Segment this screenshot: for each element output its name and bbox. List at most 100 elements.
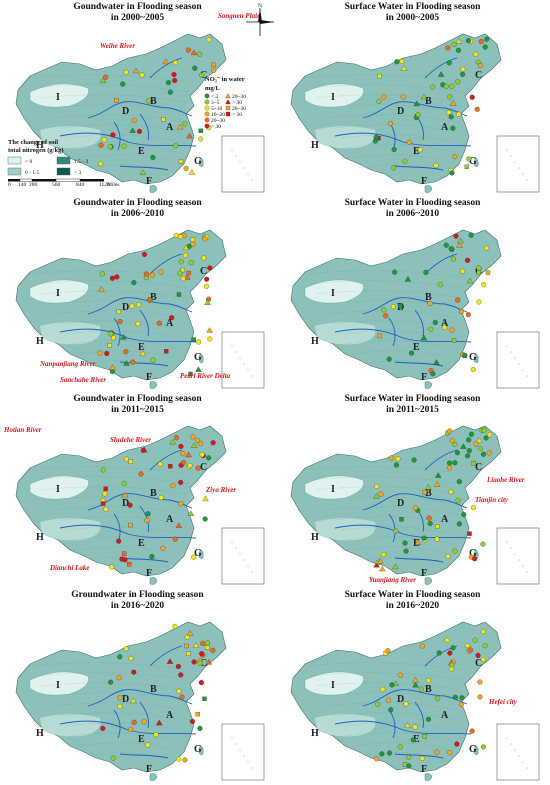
region-label: I (56, 92, 60, 103)
sample-site (403, 701, 409, 707)
sample-site (469, 728, 475, 734)
hainan-island (149, 773, 158, 781)
sample-site (205, 645, 210, 650)
sample-site (172, 623, 178, 629)
sample-site (449, 662, 455, 668)
sample-site (120, 81, 126, 87)
sample-site (206, 37, 212, 43)
sample-site (436, 650, 442, 656)
sample-site (447, 94, 453, 100)
sample-site (158, 269, 164, 275)
sample-site (190, 237, 195, 242)
sample-site (187, 462, 193, 469)
sample-site (130, 359, 136, 365)
sample-site (131, 719, 137, 725)
sample-site (379, 565, 386, 572)
sample-site (116, 309, 121, 314)
sample-site (109, 275, 115, 281)
sample-site (171, 72, 177, 78)
sample-site (466, 156, 472, 162)
sample-site (123, 456, 129, 462)
region-label: I (331, 288, 335, 299)
sample-site (139, 169, 147, 175)
inset-island (239, 161, 241, 163)
region-label: C (475, 70, 482, 81)
sample-site (456, 111, 462, 117)
sample-site (466, 277, 474, 284)
sample-site (108, 331, 114, 337)
inset-island (231, 149, 233, 151)
province-boundary (35, 476, 189, 485)
sample-site (412, 681, 419, 688)
scale-tick: 140 (18, 182, 27, 188)
plateau-zone (315, 322, 376, 345)
sample-site (130, 697, 137, 704)
sample-site (381, 94, 387, 100)
panel-title-line1: Goundwater in Flooding season (73, 394, 202, 404)
sample-site (172, 60, 178, 66)
province-boundary (29, 662, 191, 671)
sample-site (168, 464, 173, 469)
province-boundary (340, 526, 454, 535)
inset-island (235, 743, 237, 745)
panel-gw-2016-2020: Groundwater in Flooding season in 2016~2… (0, 588, 275, 784)
panel-title-line1: Goundwater in Flooding season (73, 198, 202, 208)
sample-site (99, 77, 107, 83)
sample-site (420, 93, 428, 100)
sample-site (399, 58, 405, 64)
sample-site (210, 647, 216, 653)
sample-site (480, 451, 487, 457)
sample-site (472, 556, 478, 562)
sample-site (204, 640, 211, 646)
sample-site (420, 334, 428, 341)
region-label: C (200, 462, 207, 473)
inset-frame (496, 135, 540, 193)
basin-low-tn (304, 279, 364, 304)
sample-site (466, 437, 472, 443)
sample-site (145, 98, 151, 104)
region-label: E (413, 342, 420, 353)
sample-site (175, 522, 183, 528)
sample-site (103, 486, 108, 491)
sample-site (484, 245, 490, 251)
inset-island (518, 363, 520, 365)
sample-site (158, 495, 164, 501)
sample-site (486, 450, 492, 456)
sample-site (404, 722, 411, 728)
soil-swatch-lt0 (7, 156, 22, 165)
province-boundary (83, 556, 173, 565)
province-boundary (83, 164, 173, 173)
sample-site (150, 357, 156, 363)
plateau-zone (315, 518, 376, 541)
sample-site (406, 139, 412, 145)
province-boundary (35, 84, 189, 93)
panel-gw-2006-2010: Goundwater in Flooding season in 2006~20… (0, 196, 275, 392)
province-boundary (71, 144, 177, 153)
region-label: C (200, 658, 207, 669)
sample-site (186, 651, 191, 656)
sample-site (195, 711, 200, 717)
sample-site (377, 333, 382, 339)
panel-title-line1: Surface Water in Flooding season (344, 590, 481, 600)
sample-site (449, 83, 455, 89)
sample-site (196, 339, 202, 345)
sample-site (474, 106, 480, 112)
sample-site (418, 686, 424, 692)
sample-site (434, 536, 440, 542)
sample-site (100, 725, 106, 731)
soil-legend-title-1: The change of soil (8, 139, 58, 146)
river-line (424, 57, 458, 79)
province-boundary (352, 350, 450, 359)
region-label: D (397, 498, 404, 509)
inset-island (231, 737, 233, 739)
region-label: C (475, 658, 482, 669)
panel-title-line1: Surface Water in Flooding season (344, 2, 481, 12)
sample-site (373, 493, 380, 499)
nitrate-legend: NO₃⁻ in water mg/L < 3 3~5 5~10 10~20 20… (204, 76, 246, 130)
sample-site (207, 265, 213, 271)
panel-title-line2: in 2006~2010 (110, 209, 165, 219)
inset-frame (496, 331, 540, 389)
sample-site (449, 100, 457, 106)
sample-site (470, 505, 477, 511)
sample-site (433, 359, 440, 365)
